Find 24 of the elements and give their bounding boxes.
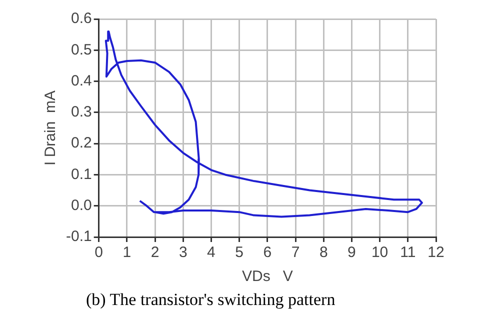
y-tick-label: 0.5	[70, 41, 92, 58]
y-tick-label: -0.1	[66, 228, 92, 246]
x-tick-label: 1	[122, 244, 132, 262]
y-tick-label: 0.6	[70, 10, 92, 28]
x-tick-label: 0	[94, 244, 104, 262]
y-tick-label: 0.4	[70, 72, 92, 90]
x-tick-label: 11	[400, 244, 416, 262]
x-tick-label: 4	[207, 244, 216, 262]
y-tick-label: 0.3	[70, 104, 92, 121]
x-tick-label: 5	[235, 244, 244, 262]
x-axis-title: VDs V	[242, 268, 293, 286]
x-tick-label: 10	[371, 244, 388, 262]
x-tick-label: 8	[319, 244, 328, 262]
x-tick-label: 7	[291, 244, 300, 262]
text: (b) The transistor's switching pattern	[86, 290, 336, 310]
y-tick-label: 0.0	[70, 197, 92, 214]
y-axis-title: I Drain mA	[42, 90, 60, 166]
y-tick-label: 0.2	[70, 134, 92, 152]
x-tick-label: 6	[263, 244, 272, 262]
y-tick-label: 0.1	[70, 166, 92, 183]
x-tick-label: 9	[348, 244, 356, 262]
x-tick-label: 2	[150, 244, 160, 262]
x-tick-label: 12	[428, 244, 444, 262]
x-tick-label: 3	[178, 244, 188, 262]
